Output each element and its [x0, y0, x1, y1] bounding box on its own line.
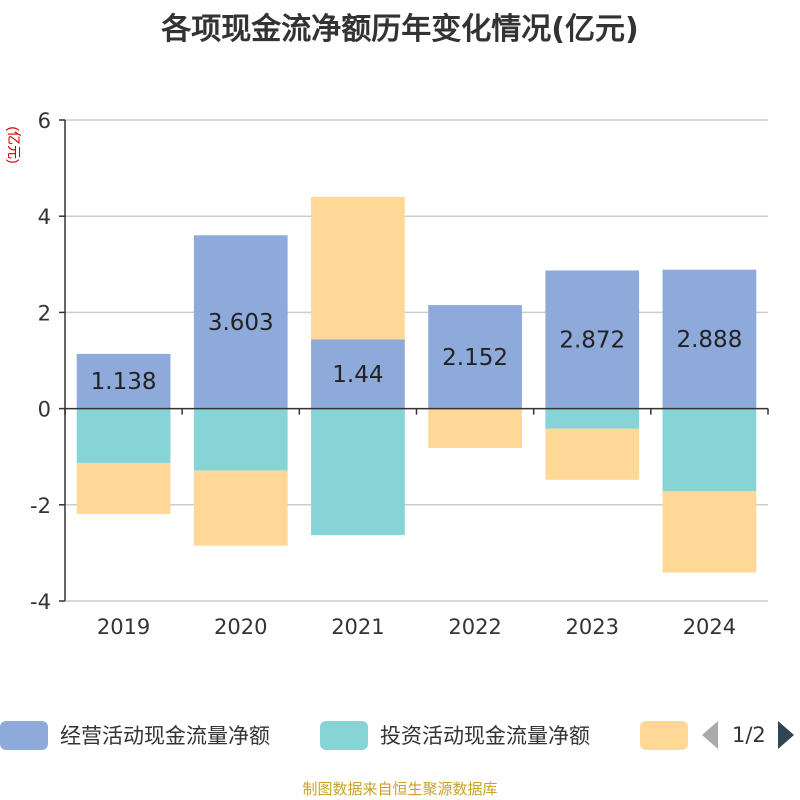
- data-label: 1.138: [91, 369, 157, 395]
- data-label: 2.152: [442, 345, 508, 371]
- bar-series0-2019[interactable]: [76, 353, 171, 409]
- data-label: 1.44: [332, 362, 383, 388]
- source-footer: 制图数据来自恒生聚源数据库: [302, 780, 498, 798]
- y-tick-label: 4: [38, 205, 51, 229]
- y-tick-label: 0: [38, 398, 51, 422]
- y-tick-label: 2: [38, 301, 51, 325]
- legend-swatch-investing: [320, 720, 368, 750]
- bar-series2-2024[interactable]: [662, 491, 757, 573]
- chart-title: 各项现金流净额历年变化情况(亿元): [161, 12, 639, 47]
- y-tick-label: 6: [38, 109, 51, 133]
- bar-series0-2024[interactable]: [662, 269, 757, 409]
- y-tick-label: -4: [30, 590, 51, 614]
- bar-series1-2024[interactable]: [662, 408, 757, 492]
- bar-series2-2022[interactable]: [428, 408, 522, 449]
- bar-series1-2019[interactable]: [76, 408, 171, 463]
- legend-item-investing[interactable]: 投资活动现金流量净额: [320, 720, 590, 750]
- chevron-left-icon[interactable]: [702, 721, 718, 749]
- axes: -4 -2 0 2 4 6 2019 2020 2021 2022 2023 2024: [30, 109, 769, 639]
- data-label: 3.603: [208, 310, 274, 336]
- bar-series2-2023[interactable]: [545, 428, 640, 480]
- bar-series0-2021[interactable]: [311, 339, 405, 409]
- bar-series0-2020[interactable]: [193, 235, 288, 409]
- legend-label-operating: 经营活动现金流量净额: [60, 724, 270, 748]
- legend: 经营活动现金流量净额 投资活动现金流量净额 1/2: [0, 716, 800, 754]
- x-tick-label: 2019: [97, 615, 150, 639]
- x-tick-label: 2021: [331, 615, 384, 639]
- legend-label-investing: 投资活动现金流量净额: [380, 724, 590, 748]
- legend-swatch-financing: [640, 720, 688, 750]
- data-label: 2.888: [676, 327, 742, 353]
- x-tick-label: 2023: [566, 615, 619, 639]
- bars: [76, 196, 757, 573]
- bar-series1-2021[interactable]: [311, 408, 405, 536]
- bar-series0-2023[interactable]: [545, 270, 640, 409]
- chevron-right-icon[interactable]: [777, 721, 794, 749]
- data-label: 2.872: [559, 328, 625, 354]
- bar-series2-2020[interactable]: [193, 470, 288, 546]
- bar-series2-2019[interactable]: [76, 462, 171, 514]
- x-tick-label: 2022: [448, 615, 501, 639]
- bar-chart: -4 -2 0 2 4 6 2019 2020 2021 2022 2023 2024 1.138 3.…: [6, 109, 769, 639]
- bar-series0-2022[interactable]: [428, 305, 522, 409]
- x-tick-label: 2024: [683, 615, 736, 639]
- bar-series2-2021[interactable]: [311, 196, 405, 340]
- bar-series1-2020[interactable]: [193, 408, 288, 471]
- x-tick-label: 2020: [214, 615, 267, 639]
- bar-series1-2023[interactable]: [545, 408, 640, 429]
- legend-swatch-operating: [0, 720, 48, 750]
- legend-item-operating[interactable]: 经营活动现金流量净额: [0, 720, 270, 750]
- y-axis-title: (亿元): [6, 126, 22, 163]
- grid-lines: [65, 119, 768, 602]
- legend-item-financing[interactable]: [640, 720, 688, 750]
- data-labels: 1.138 3.603 1.44 2.152 2.872 2.888: [91, 310, 743, 395]
- y-tick-label: -2: [30, 494, 51, 518]
- legend-pager: 1/2: [702, 716, 794, 754]
- legend-page-indicator: 1/2: [732, 723, 766, 747]
